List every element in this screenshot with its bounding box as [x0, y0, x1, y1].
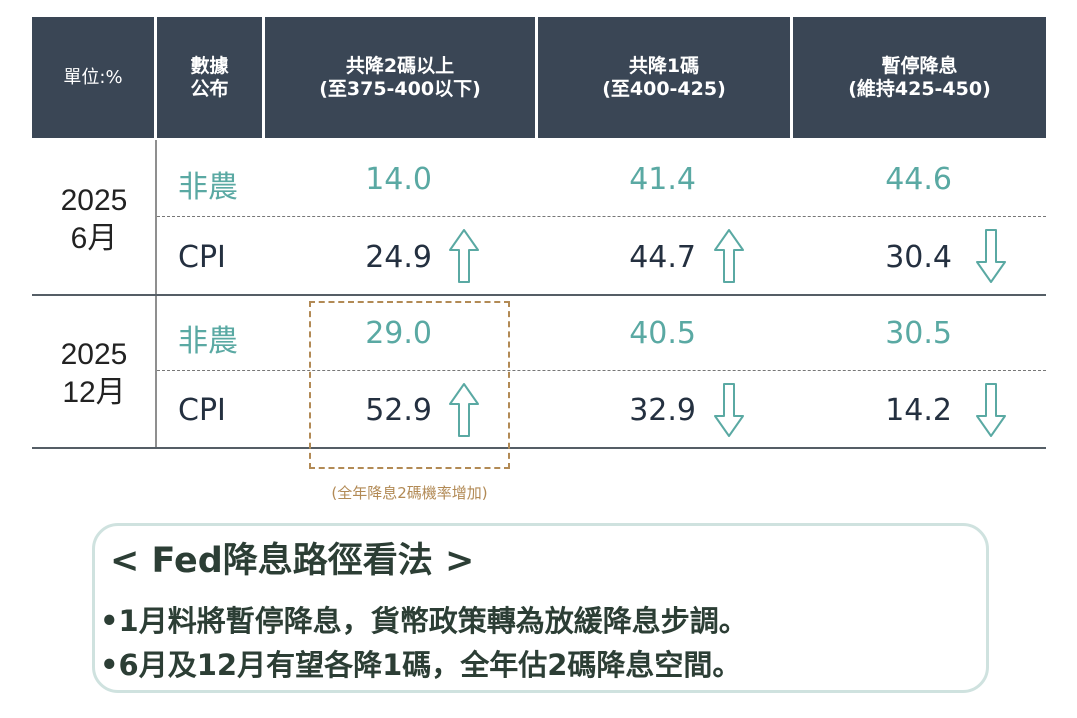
outlook-panel — [92, 523, 989, 693]
row-label-nfp: 非農 — [178, 170, 238, 205]
col3-line1: 暫停降息 — [881, 54, 958, 77]
period-year: 2025 — [60, 338, 128, 371]
value-cell: 32.9 — [629, 393, 696, 428]
col1-line1: 共降2碼以上 — [345, 54, 455, 77]
value-cell: 14.0 — [365, 162, 432, 197]
value-cell: 30.5 — [885, 316, 952, 351]
table-divider-middle — [32, 294, 1046, 296]
header-col-cut-2: 共降2碼以上 (至375-400以下) — [265, 17, 535, 138]
value-cell: 29.0 — [365, 316, 432, 351]
unit-label: 單位:% — [63, 67, 123, 88]
period-label: 2025 6月 — [32, 182, 156, 258]
row-label-nfp: 非農 — [178, 324, 238, 359]
outlook-title: < Fed降息路徑看法 > — [110, 541, 475, 581]
value-cell: 44.7 — [629, 240, 696, 275]
outlook-bullet: •1月料將暫停降息，貨幣政策轉為放緩降息步調。 — [100, 604, 748, 638]
outlook-bullet: •6月及12月有望各降1碼，全年估2碼降息空間。 — [100, 648, 742, 682]
row-divider-dashed — [157, 216, 1046, 217]
arrow-down-icon — [713, 382, 745, 438]
header-col-pause: 暫停降息 (維持425-450) — [793, 17, 1046, 138]
value-cell: 24.9 — [365, 240, 432, 275]
data-release-line2: 公布 — [190, 77, 229, 100]
col1-line2: (至375-400以下) — [319, 77, 481, 100]
header-data-release: 數據 公布 — [157, 17, 262, 138]
header-col-cut-1: 共降1碼 (至400-425) — [538, 17, 790, 138]
row-divider-dashed — [157, 370, 1046, 371]
period-month: 6月 — [70, 222, 118, 255]
table-divider-bottom — [32, 447, 1046, 449]
value-cell: 14.2 — [885, 393, 952, 428]
arrow-down-icon — [975, 228, 1007, 284]
value-cell: 44.6 — [885, 162, 952, 197]
period-label: 2025 12月 — [32, 336, 156, 412]
arrow-up-icon — [448, 382, 480, 438]
value-cell: 40.5 — [629, 316, 696, 351]
row-label-cpi: CPI — [178, 393, 226, 428]
arrow-down-icon — [975, 382, 1007, 438]
header-unit: 單位:% — [32, 17, 154, 138]
row-label-cpi: CPI — [178, 240, 226, 275]
period-year: 2025 — [60, 184, 128, 217]
value-cell: 52.9 — [365, 393, 432, 428]
data-release-line1: 數據 — [190, 54, 229, 77]
highlight-box — [309, 301, 510, 469]
value-cell: 30.4 — [885, 240, 952, 275]
highlight-note: (全年降息2碼機率增加) — [331, 484, 488, 502]
col2-line2: (至400-425) — [602, 77, 726, 100]
arrow-up-icon — [713, 228, 745, 284]
col3-line2: (維持425-450) — [848, 77, 991, 100]
arrow-up-icon — [448, 228, 480, 284]
period-month: 12月 — [62, 376, 126, 409]
value-cell: 41.4 — [629, 162, 696, 197]
col2-line1: 共降1碼 — [628, 54, 700, 77]
